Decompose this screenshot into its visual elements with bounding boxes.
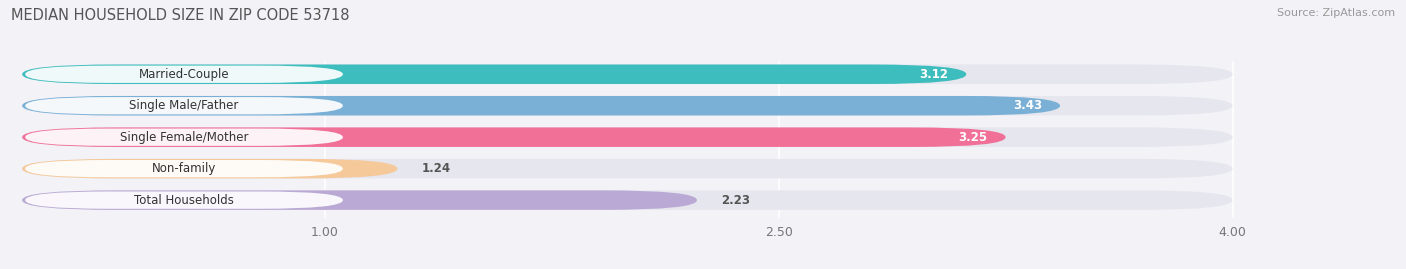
Text: 2.23: 2.23 bbox=[721, 194, 751, 207]
FancyBboxPatch shape bbox=[25, 160, 343, 177]
FancyBboxPatch shape bbox=[22, 65, 966, 84]
Text: 1.24: 1.24 bbox=[422, 162, 451, 175]
FancyBboxPatch shape bbox=[25, 129, 343, 146]
FancyBboxPatch shape bbox=[25, 66, 343, 83]
FancyBboxPatch shape bbox=[25, 97, 343, 114]
FancyBboxPatch shape bbox=[22, 159, 398, 178]
Text: Single Female/Mother: Single Female/Mother bbox=[120, 131, 249, 144]
FancyBboxPatch shape bbox=[22, 159, 1233, 178]
FancyBboxPatch shape bbox=[22, 65, 1233, 84]
FancyBboxPatch shape bbox=[22, 96, 1233, 115]
FancyBboxPatch shape bbox=[22, 190, 1233, 210]
Text: 3.43: 3.43 bbox=[1012, 99, 1042, 112]
Text: 3.25: 3.25 bbox=[959, 131, 987, 144]
Text: Married-Couple: Married-Couple bbox=[139, 68, 229, 81]
FancyBboxPatch shape bbox=[22, 128, 1233, 147]
FancyBboxPatch shape bbox=[22, 128, 1005, 147]
FancyBboxPatch shape bbox=[22, 96, 1060, 115]
Text: Non-family: Non-family bbox=[152, 162, 217, 175]
FancyBboxPatch shape bbox=[25, 192, 343, 209]
Text: MEDIAN HOUSEHOLD SIZE IN ZIP CODE 53718: MEDIAN HOUSEHOLD SIZE IN ZIP CODE 53718 bbox=[11, 8, 350, 23]
Text: Total Households: Total Households bbox=[134, 194, 233, 207]
FancyBboxPatch shape bbox=[22, 190, 697, 210]
Text: 3.12: 3.12 bbox=[920, 68, 948, 81]
Text: Source: ZipAtlas.com: Source: ZipAtlas.com bbox=[1277, 8, 1395, 18]
Text: Single Male/Father: Single Male/Father bbox=[129, 99, 239, 112]
